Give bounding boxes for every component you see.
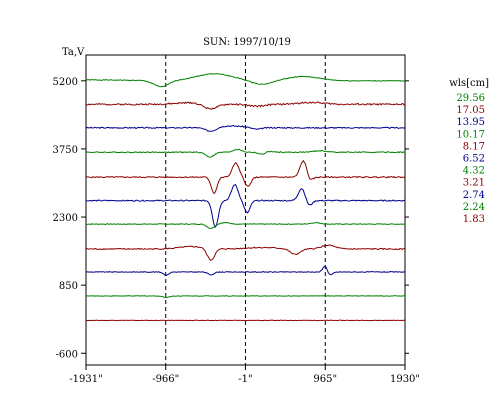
legend-entry: 3.21: [463, 178, 485, 189]
x-tick-label: 1930": [390, 374, 420, 385]
series-line-8-17: [85, 159, 406, 194]
legend-entry: 4.32: [463, 166, 485, 177]
x-tick-label: -1931": [69, 374, 102, 385]
chart-title: SUN: 1997/10/19: [203, 37, 291, 48]
y-tick-label: 3750: [53, 145, 78, 156]
x-tick-label: -966": [152, 374, 179, 385]
legend-entry: 13.95: [456, 117, 485, 128]
legend-entry: 2.24: [463, 202, 485, 213]
y-tick-label: 850: [59, 281, 78, 292]
x-tick-label: -1": [238, 374, 252, 385]
series-line-13-95: [85, 125, 406, 132]
series-line-17-05: [85, 101, 406, 110]
legend-entry: 1.83: [463, 214, 485, 225]
x-tick-label: 965": [313, 374, 337, 385]
y-axis-label: Ta,V: [62, 47, 85, 58]
y-tick-label: 5200: [53, 77, 78, 88]
y-tick-label: -600: [56, 349, 78, 360]
legend-entry: 10.17: [456, 129, 485, 140]
legend-entry: 29.56: [456, 93, 485, 104]
series-line-6-52: [85, 183, 406, 228]
legend-entry: 17.05: [456, 105, 485, 116]
legend-entry: 8.17: [463, 141, 485, 152]
series-layer: [85, 72, 406, 322]
series-line-4-32: [85, 221, 406, 230]
legend-title: wls[cm]: [449, 78, 489, 89]
series-line-3-21: [85, 244, 406, 261]
ticks-layer: 5200 3750 2300 850 -600 -1931" -966" -1" 965" 193…: [53, 77, 420, 385]
legend-entry: 2.74: [463, 190, 485, 201]
series-line-29-56: [85, 72, 406, 88]
legend-entry: 6.52: [463, 154, 485, 165]
series-line-2-74: [85, 265, 406, 277]
y-tick-label: 2300: [53, 213, 78, 224]
series-line-2-24: [85, 295, 406, 299]
series-line-10-17: [85, 148, 406, 158]
